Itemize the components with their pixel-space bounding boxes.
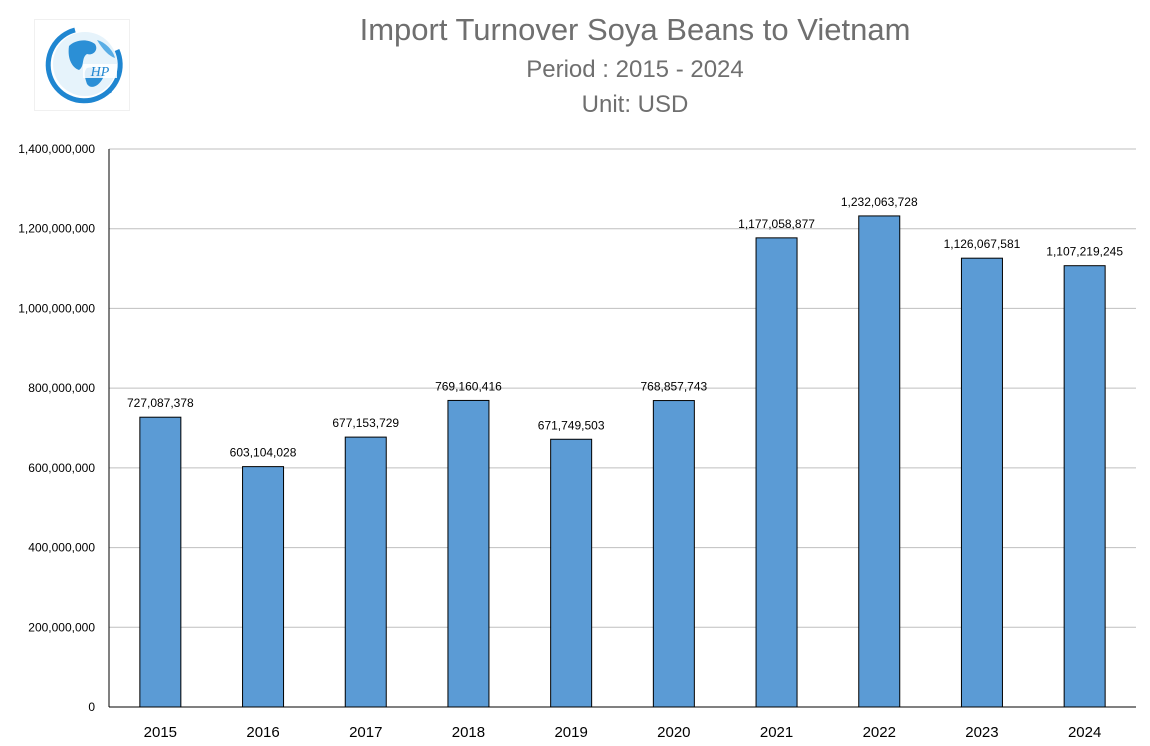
data-label-2024: 1,107,219,245: [1046, 245, 1123, 259]
bar-2017: [344, 436, 387, 708]
bar-2023: [960, 257, 1003, 708]
data-label-2015: 727,087,378: [127, 396, 194, 410]
x-tick-label-2016: 2016: [246, 724, 279, 741]
x-tick-label-2015: 2015: [144, 724, 177, 741]
data-label-2018: 769,160,416: [435, 379, 502, 393]
y-tick-label: 600,000,000: [28, 461, 95, 475]
data-label-2019: 671,749,503: [538, 418, 605, 432]
bar-2016: [242, 466, 285, 708]
x-tick-label-2017: 2017: [349, 724, 382, 741]
globe-logo-icon: HP ~: [45, 27, 123, 104]
bar-2020: [652, 400, 695, 708]
y-tick-label: 400,000,000: [28, 541, 95, 555]
x-tick-label-2020: 2020: [657, 724, 690, 741]
chart-subtitle: Period : 2015 - 2024: [526, 56, 744, 83]
data-label-2021: 1,177,058,877: [738, 217, 815, 231]
y-tick-label: 1,400,000,000: [18, 142, 95, 156]
bar-2024: [1063, 265, 1106, 708]
labels: 0 200,000,000 400,000,000 600,000,000 800,00…: [18, 142, 1123, 741]
data-label-2022: 1,232,063,728: [841, 195, 918, 209]
company-logo: HP ~: [34, 19, 130, 111]
y-tick-label: 1,000,000,000: [18, 301, 95, 315]
x-tick-label-2024: 2024: [1068, 724, 1101, 741]
logo-text: HP: [90, 65, 110, 80]
bars: [139, 215, 1106, 708]
bar-2015: [139, 416, 182, 708]
x-tick-label-2018: 2018: [452, 724, 485, 741]
data-label-2023: 1,126,067,581: [944, 237, 1021, 251]
bar-2018: [447, 399, 490, 708]
svg-text:~: ~: [106, 85, 113, 99]
y-tick-label: 200,000,000: [28, 620, 95, 634]
y-tick-label: 0: [88, 700, 95, 714]
y-tick-label: 800,000,000: [28, 381, 95, 395]
chart-unit: Unit: USD: [581, 91, 689, 118]
x-tick-label-2021: 2021: [760, 724, 793, 741]
bar-2019: [550, 438, 593, 708]
bar-2022: [858, 215, 901, 708]
x-tick-label-2023: 2023: [965, 724, 998, 741]
bar-2021: [755, 237, 798, 708]
x-tick-label-2019: 2019: [554, 724, 587, 741]
data-label-2020: 768,857,743: [640, 380, 707, 394]
data-label-2016: 603,104,028: [230, 446, 297, 460]
x-tick-label-2022: 2022: [863, 724, 896, 741]
data-label-2017: 677,153,729: [332, 416, 399, 430]
y-tick-label: 1,200,000,000: [18, 222, 95, 236]
chart-title: Import Turnover Soya Beans to Vietnam: [359, 12, 911, 47]
